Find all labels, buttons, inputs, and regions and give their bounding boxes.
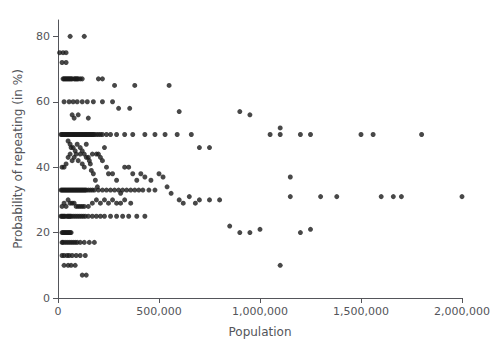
svg-text:40: 40 — [36, 161, 50, 174]
svg-text:60: 60 — [36, 95, 50, 108]
svg-text:1,000,000: 1,000,000 — [232, 305, 288, 318]
svg-text:20: 20 — [36, 226, 50, 239]
svg-text:80: 80 — [36, 30, 50, 43]
svg-text:500,000: 500,000 — [136, 305, 182, 318]
svg-text:Probability of repeating (in %: Probability of repeating (in %) — [11, 69, 25, 249]
svg-text:0: 0 — [55, 305, 62, 318]
svg-text:2,000,000: 2,000,000 — [434, 305, 490, 318]
svg-text:0: 0 — [43, 292, 50, 305]
svg-text:Population: Population — [228, 325, 291, 339]
svg-text:1,500,000: 1,500,000 — [333, 305, 389, 318]
